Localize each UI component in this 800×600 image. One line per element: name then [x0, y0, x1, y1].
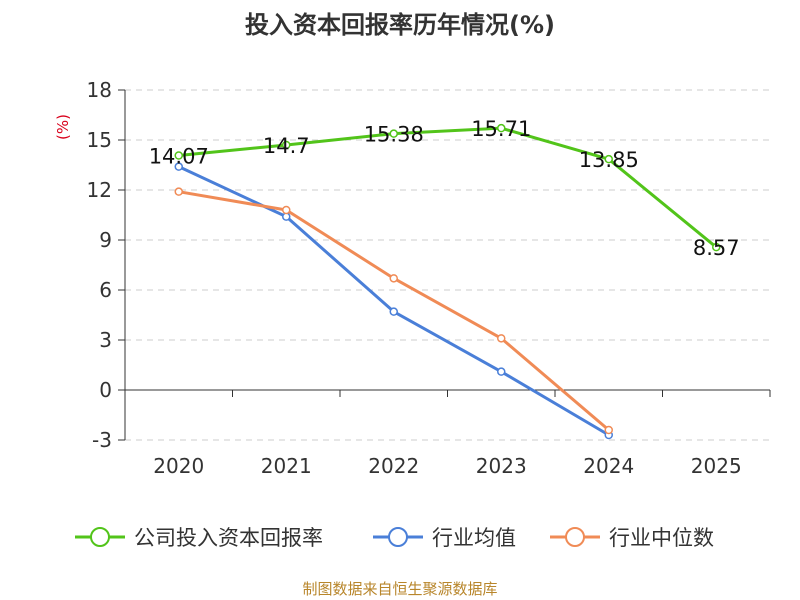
- x-tick-label: 2020: [153, 454, 204, 478]
- chart-title: 投入资本回报率历年情况(%): [245, 11, 555, 39]
- data-label: 15.71: [471, 117, 531, 141]
- x-tick-labels: 2020 2021 2022 2023 2024 2025: [153, 454, 741, 478]
- legend-label: 行业中位数: [609, 526, 714, 550]
- data-point: [174, 162, 183, 171]
- legend-marker: [388, 527, 408, 547]
- data-label: 13.85: [579, 148, 639, 172]
- y-tick-label: 9: [99, 228, 112, 252]
- data-point: [174, 151, 183, 160]
- legend[interactable]: 公司投入资本回报率 行业均值 行业中位数: [75, 526, 714, 550]
- data-point: [497, 367, 506, 376]
- legend-item-2[interactable]: 行业中位数: [550, 526, 714, 550]
- series-line-0: [178, 126, 718, 249]
- data-point: [389, 307, 398, 316]
- y-axis-label: (%): [54, 114, 72, 140]
- data-label: 8.57: [693, 236, 740, 260]
- data-point: [712, 242, 721, 252]
- data-point: [282, 205, 291, 215]
- y-tick-labels: 18 15 12 9 6 3 0 -3: [87, 78, 112, 452]
- data-labels: 14.07 14.7 15.38 15.71 13.85 8.57: [149, 117, 740, 260]
- x-tick-label: 2022: [368, 454, 419, 478]
- legend-marker: [90, 527, 110, 547]
- y-tick-label: 0: [99, 378, 112, 402]
- y-tick-label: 6: [99, 278, 112, 302]
- y-tick-label: 15: [87, 128, 112, 152]
- legend-label: 公司投入资本回报率: [134, 526, 323, 550]
- data-point: [389, 274, 398, 283]
- series-lines: [178, 126, 718, 437]
- x-tick-label: 2025: [691, 454, 742, 478]
- series-line-1: [178, 165, 610, 437]
- data-point: [604, 154, 613, 164]
- data-point: [174, 187, 183, 196]
- legend-label: 行业均值: [432, 526, 516, 550]
- data-label: 15.38: [364, 123, 424, 147]
- data-point: [282, 140, 291, 150]
- data-point: [604, 425, 613, 435]
- data-point: [389, 129, 398, 138]
- series-points: [174, 123, 721, 440]
- y-tick-label: 3: [99, 328, 112, 352]
- legend-item-1[interactable]: 行业均值: [373, 526, 516, 550]
- legend-item-0[interactable]: 公司投入资本回报率: [75, 526, 323, 550]
- source-note: 制图数据来自恒生聚源数据库: [302, 580, 497, 598]
- x-tick-label: 2021: [261, 454, 312, 478]
- y-tick-label: 12: [87, 178, 112, 202]
- data-label: 14.07: [149, 145, 209, 169]
- data-point: [497, 334, 506, 343]
- y-tick-label: -3: [92, 428, 112, 452]
- data-label: 14.7: [263, 134, 310, 158]
- x-tick-label: 2024: [583, 454, 634, 478]
- x-tick-label: 2023: [476, 454, 527, 478]
- y-tick-label: 18: [87, 78, 112, 102]
- grid: [125, 89, 770, 441]
- data-point: [497, 123, 506, 133]
- legend-marker: [565, 527, 585, 547]
- axes: [118, 89, 771, 441]
